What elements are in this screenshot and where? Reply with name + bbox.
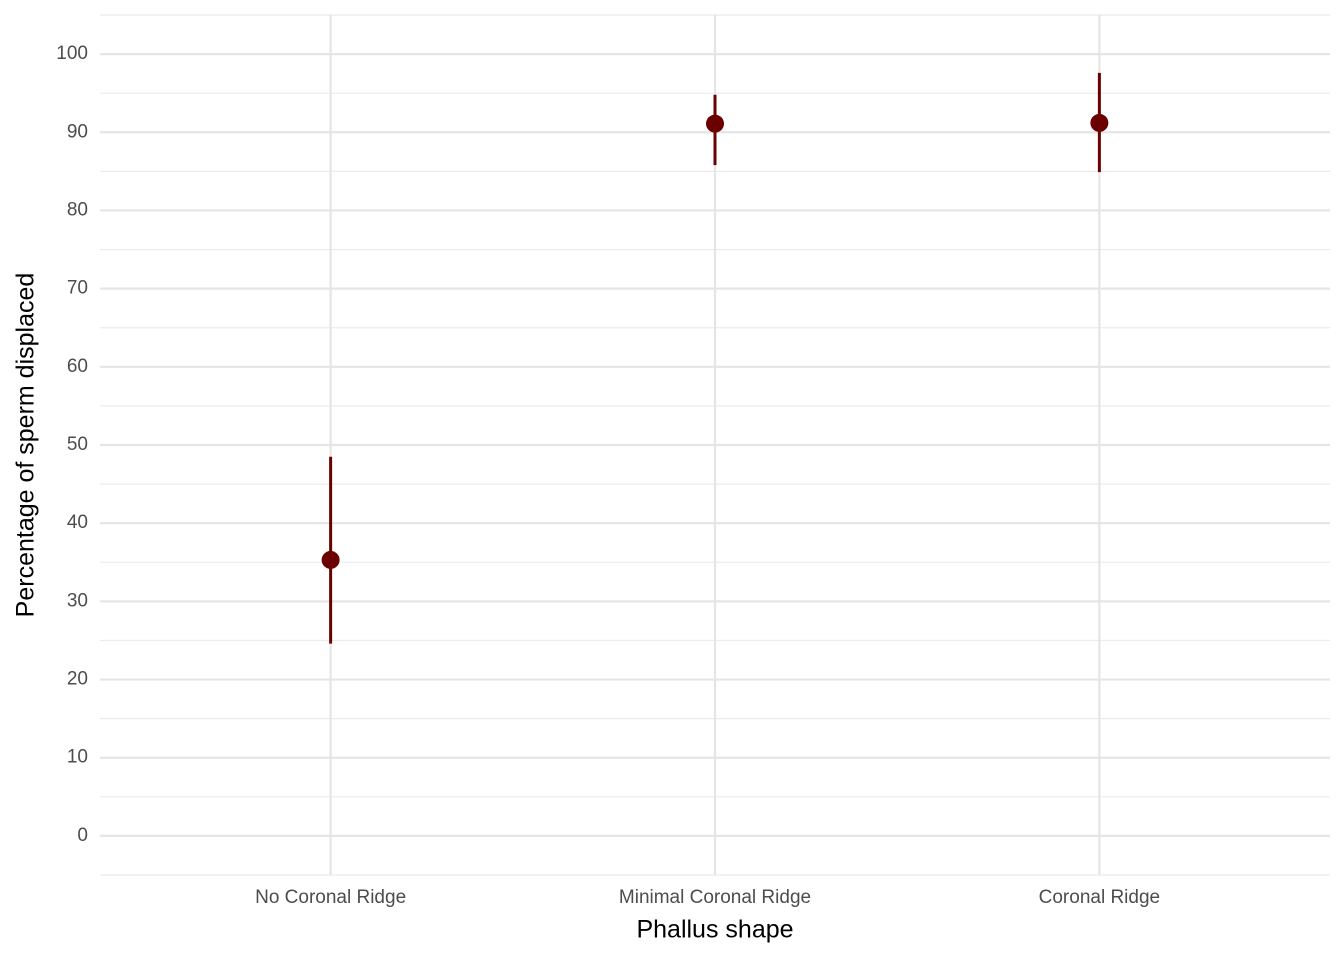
- y-axis-title: Percentage of sperm displaced: [12, 273, 40, 618]
- point: [1090, 113, 1109, 132]
- y-tick-label: 70: [67, 278, 88, 299]
- y-tick-label: 100: [56, 43, 88, 64]
- y-tick-label: 90: [67, 121, 88, 142]
- y-tick-label: 50: [67, 434, 88, 455]
- x-tick-label: Coronal Ridge: [1039, 887, 1160, 908]
- y-tick-label: 20: [67, 669, 88, 690]
- point: [321, 550, 340, 569]
- y-tick-label: 10: [67, 747, 88, 768]
- x-axis-title: Phallus shape: [636, 916, 793, 944]
- y-tick-label: 40: [67, 512, 88, 533]
- point: [706, 114, 724, 133]
- y-tick-label: 60: [67, 356, 88, 377]
- y-tick-label: 0: [77, 825, 88, 846]
- x-tick-label: Minimal Coronal Ridge: [619, 887, 811, 908]
- x-tick-label: No Coronal Ridge: [255, 887, 406, 908]
- y-tick-label: 80: [67, 199, 88, 220]
- y-tick-label: 30: [67, 590, 88, 611]
